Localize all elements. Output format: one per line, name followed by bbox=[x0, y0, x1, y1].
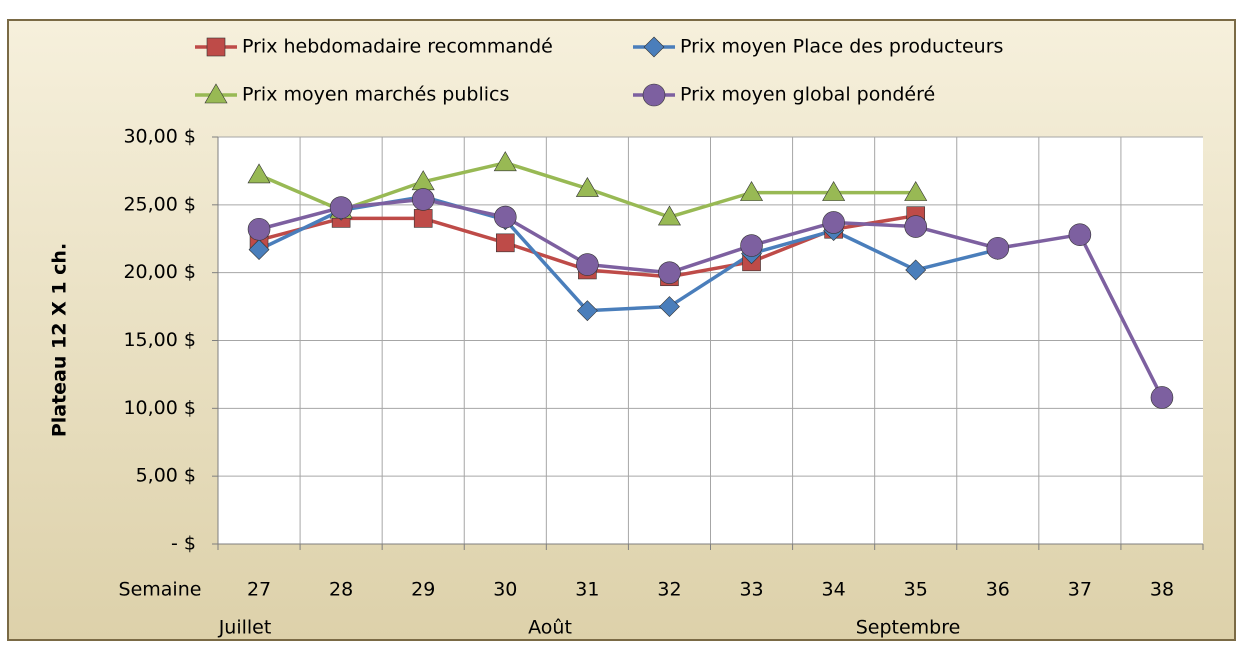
legend-label: Prix hebdomadaire recommandé bbox=[242, 36, 553, 58]
data-point bbox=[329, 196, 353, 219]
series-line bbox=[258, 197, 1164, 399]
x-axis-title: Semaine bbox=[119, 579, 202, 601]
x-tick-label: 32 bbox=[657, 579, 681, 601]
data-point bbox=[248, 239, 270, 261]
legend-marker bbox=[643, 36, 665, 58]
y-tick-label: 5,00 $ bbox=[136, 465, 196, 487]
data-point bbox=[1150, 386, 1174, 409]
x-tick-label: 27 bbox=[247, 579, 271, 601]
y-tick-label: - $ bbox=[171, 533, 196, 555]
data-point bbox=[658, 261, 681, 284]
x-tick-label: 28 bbox=[329, 579, 353, 601]
month-label: Juillet bbox=[218, 617, 272, 639]
legend-label: Prix moyen Place des producteurs bbox=[680, 36, 1003, 58]
y-tick-label: 10,00 $ bbox=[123, 397, 196, 419]
data-point bbox=[247, 163, 271, 184]
data-point bbox=[411, 188, 435, 211]
y-axis-title: Plateau 12 X 1 ch. bbox=[49, 243, 71, 437]
data-point bbox=[659, 296, 680, 318]
month-label: Septembre bbox=[856, 617, 961, 639]
data-point bbox=[986, 236, 1010, 260]
data-point bbox=[822, 211, 845, 234]
x-tick-label: 31 bbox=[575, 579, 599, 601]
y-tick-label: 25,00 $ bbox=[123, 193, 196, 215]
data-point bbox=[413, 209, 433, 228]
x-tick-label: 30 bbox=[493, 579, 517, 601]
data-point bbox=[740, 181, 764, 201]
x-tick-label: 29 bbox=[411, 579, 435, 601]
legend-label: Prix moyen global pondéré bbox=[680, 84, 935, 106]
data-point bbox=[904, 215, 928, 238]
x-tick-label: 34 bbox=[822, 579, 846, 601]
x-tick-label: 36 bbox=[986, 579, 1010, 601]
legend-marker bbox=[204, 83, 228, 104]
data-point bbox=[905, 259, 927, 281]
data-point bbox=[657, 205, 681, 226]
legend-marker bbox=[206, 37, 226, 57]
legend-label: Prix moyen marchés publics bbox=[242, 84, 509, 106]
data-point bbox=[575, 176, 599, 197]
y-tick-label: 20,00 $ bbox=[123, 261, 196, 283]
month-label: Août bbox=[528, 617, 572, 639]
data-point bbox=[493, 205, 517, 229]
data-point bbox=[495, 233, 515, 253]
y-tick-label: 15,00 $ bbox=[123, 329, 196, 351]
data-point bbox=[576, 253, 599, 276]
data-point bbox=[1068, 223, 1092, 246]
y-tick-label: 30,00 $ bbox=[123, 126, 196, 148]
x-tick-label: 37 bbox=[1068, 579, 1092, 601]
x-tick-label: 33 bbox=[739, 579, 763, 601]
data-point bbox=[822, 181, 846, 201]
data-point bbox=[740, 234, 763, 257]
x-tick-label: 35 bbox=[904, 579, 928, 601]
data-point bbox=[904, 181, 928, 201]
data-point bbox=[493, 151, 517, 172]
data-point bbox=[576, 300, 598, 322]
legend-marker bbox=[642, 83, 666, 107]
data-point bbox=[247, 217, 271, 241]
x-tick-label: 38 bbox=[1150, 579, 1174, 601]
